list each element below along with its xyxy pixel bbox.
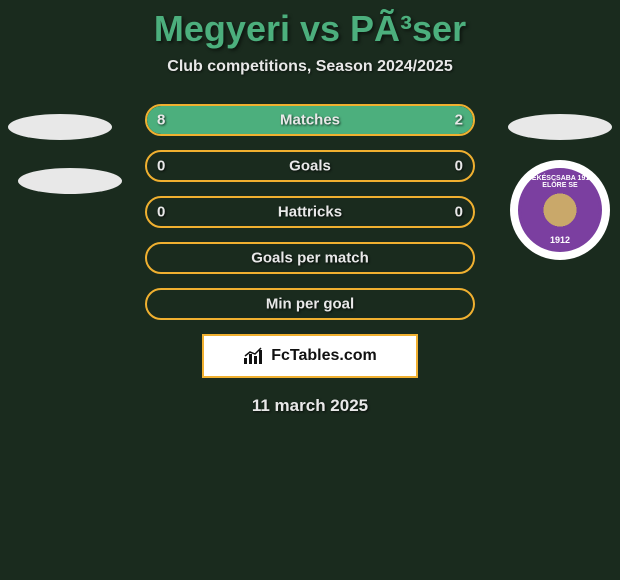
stat-label: Matches [147,112,473,129]
chart-icon [243,347,265,365]
stat-row: 82Matches [145,104,475,136]
stat-row: 00Goals [145,150,475,182]
player-left-placeholder-2 [18,168,122,194]
club-badge: BÉKÉSCSABA 1912 ELŐRE SE 1912 [510,160,610,260]
stat-label: Hattricks [147,204,473,221]
stat-row: Min per goal [145,288,475,320]
stat-bars: 82Matches 00Goals 00Hattricks Goals per mat… [145,104,475,320]
stat-label: Goals [147,158,473,175]
stat-label: Goals per match [147,250,473,267]
club-badge-year: 1912 [521,235,599,245]
brand-box[interactable]: FcTables.com [202,334,418,378]
subtitle: Club competitions, Season 2024/2025 [0,58,620,76]
stat-row: Goals per match [145,242,475,274]
club-badge-top-text: BÉKÉSCSABA 1912 ELŐRE SE [521,175,599,189]
stat-row: 00Hattricks [145,196,475,228]
player-left-placeholder-1 [8,114,112,140]
stat-label: Min per goal [147,296,473,313]
club-badge-inner: BÉKÉSCSABA 1912 ELŐRE SE 1912 [518,168,602,252]
page-title: Megyeri vs PÃ³ser [0,0,620,50]
comparison-content: BÉKÉSCSABA 1912 ELŐRE SE 1912 82Matches 0… [0,104,620,416]
player-right-placeholder [508,114,612,140]
brand-text: FcTables.com [271,347,377,365]
date-label: 11 march 2025 [0,396,620,416]
